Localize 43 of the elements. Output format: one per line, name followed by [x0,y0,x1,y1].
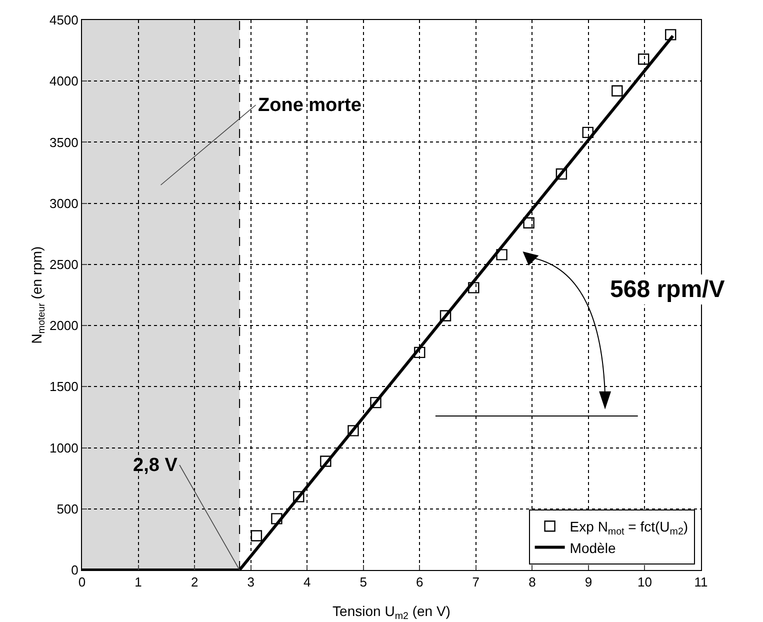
x-tick-label: 2 [190,574,198,590]
point [582,126,594,138]
point [320,456,332,467]
annotation: 568 rpm/V [610,276,725,303]
x-tick-label: 11 [694,574,708,590]
y-tick-label: 3000 [49,196,78,211]
x-tick-label: 7 [472,574,480,590]
point [348,425,359,436]
point [414,346,426,358]
x-axis-title: Tension U$_{m2}$ (en V) [332,603,450,622]
point [638,54,650,65]
point [293,491,304,502]
point [271,513,282,524]
x-tick-label: 10 [637,574,652,590]
point [612,85,623,96]
x-tick-label: 4 [303,574,311,590]
annotation: 2,8 V [133,455,178,476]
x-tick-label: 1 [134,574,142,590]
y-tick-label: 2500 [49,256,78,272]
y-tick-label: 4000 [49,74,78,89]
x-tick-label: 5 [360,574,367,590]
y-tick-label: 1500 [49,379,78,394]
point [440,310,452,322]
x-tick-label: 8 [528,574,536,590]
x-tick-label: 9 [584,574,592,590]
y-tick-label: 1000 [49,440,78,456]
x-tick-label: 6 [416,574,424,590]
y-tick-label: 2000 [49,318,78,334]
y-tick-label: 500 [56,501,78,516]
point [468,282,480,294]
band-label: Zone morte [258,95,362,116]
legend-label: Modèle [570,540,616,556]
point [556,168,568,180]
x-tick-label: 3 [247,574,254,590]
point [370,396,382,408]
point [496,249,508,260]
y-tick-label: 0 [71,562,78,578]
legend-label: Exp N$_{mot}$ = fct(U$_{m2}$) [570,518,688,538]
point [665,29,676,40]
y-tick-label: 3500 [49,134,78,150]
point [250,530,262,542]
y-tick-label: 4500 [49,12,78,28]
point [523,217,534,228]
